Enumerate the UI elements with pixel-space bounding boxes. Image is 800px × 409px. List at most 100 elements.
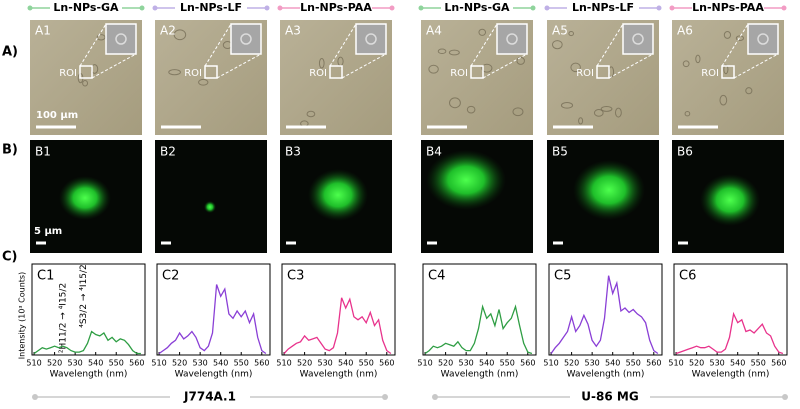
cell-shape bbox=[735, 35, 745, 42]
fluorescence-image bbox=[155, 140, 267, 253]
header-dot bbox=[27, 5, 33, 11]
fluorescence-glow bbox=[573, 160, 645, 220]
zoom-line bbox=[341, 53, 387, 79]
fluorescence-glow bbox=[59, 176, 111, 220]
row-label: B) bbox=[2, 143, 18, 158]
cell-shape bbox=[168, 69, 181, 76]
roi-box bbox=[596, 65, 610, 79]
x-tick-label: 560 bbox=[379, 359, 394, 368]
cell-shape bbox=[82, 80, 89, 87]
cell-shape bbox=[449, 97, 461, 109]
header-dot bbox=[544, 5, 550, 11]
cell-shape bbox=[478, 28, 487, 36]
cell-shape bbox=[593, 108, 604, 117]
zoom-line bbox=[596, 23, 624, 67]
cell-shape bbox=[682, 60, 690, 68]
cell-line-label: U-86 MG bbox=[581, 390, 638, 404]
roi-label: ROI bbox=[309, 68, 327, 79]
inset-cell bbox=[757, 33, 769, 45]
group-dot bbox=[432, 394, 438, 400]
y-axis-label: Intensity (10³ Counts) bbox=[18, 272, 27, 359]
plot-frame bbox=[156, 263, 271, 356]
x-tick-label: 560 bbox=[129, 359, 144, 368]
panel-label: A4 bbox=[426, 24, 442, 38]
cell-shape bbox=[695, 54, 701, 64]
x-tick-label: 520 bbox=[564, 359, 579, 368]
header-label: Ln-NPs-LF bbox=[180, 1, 242, 14]
plot-frame bbox=[673, 263, 788, 356]
zoom-line bbox=[329, 23, 357, 67]
roi-label: ROI bbox=[184, 68, 202, 79]
header-dot bbox=[139, 5, 145, 11]
x-tick-label: 520 bbox=[297, 359, 312, 368]
panel-label: A1 bbox=[35, 24, 51, 38]
cell-shape bbox=[684, 110, 691, 117]
header-label: Ln-NPs-LF bbox=[572, 1, 634, 14]
x-tick-label: 510 bbox=[668, 359, 683, 368]
plot-frame bbox=[31, 263, 146, 356]
roi-label: ROI bbox=[701, 68, 719, 79]
header-dot bbox=[418, 5, 424, 11]
cell-shape bbox=[512, 107, 524, 117]
roi-label: ROI bbox=[450, 68, 468, 79]
header-dot bbox=[656, 5, 662, 11]
spectrum-line bbox=[675, 311, 784, 355]
header-label: Ln-NPs-GA bbox=[53, 1, 119, 14]
cell-shape bbox=[466, 105, 476, 114]
plot-frame bbox=[422, 263, 537, 356]
panel-label: A6 bbox=[677, 24, 693, 38]
x-tick-label: 530 bbox=[459, 359, 474, 368]
x-tick-label: 550 bbox=[234, 359, 249, 368]
roi-box bbox=[204, 65, 218, 79]
transition-annotation: ⁴S3/2 → ⁴I15/2 bbox=[79, 264, 89, 328]
header-label: Ln-NPs-PAA bbox=[692, 1, 764, 14]
x-tick-label: 510 bbox=[276, 359, 291, 368]
x-tick-label: 520 bbox=[689, 359, 704, 368]
scale-bar-label: 100 µm bbox=[36, 110, 78, 121]
inset-image bbox=[747, 23, 779, 55]
panel-label: B4 bbox=[426, 145, 442, 159]
x-tick-label: 510 bbox=[543, 359, 558, 368]
panel-label: B1 bbox=[35, 145, 51, 159]
cell-shape bbox=[723, 64, 729, 75]
x-tick-label: 530 bbox=[710, 359, 725, 368]
x-tick-label: 510 bbox=[151, 359, 166, 368]
group-dot bbox=[32, 394, 38, 400]
inset-image bbox=[355, 23, 387, 55]
panel-label: A3 bbox=[285, 24, 301, 38]
x-tick-label: 510 bbox=[26, 359, 41, 368]
inset-cell bbox=[632, 33, 644, 45]
header-label: Ln-NPs-PAA bbox=[300, 1, 372, 14]
zoom-line bbox=[721, 23, 749, 67]
x-tick-label: 550 bbox=[626, 359, 641, 368]
header-dot bbox=[781, 5, 787, 11]
x-tick-label: 560 bbox=[646, 359, 661, 368]
zoom-line bbox=[470, 23, 498, 67]
x-tick-label: 550 bbox=[359, 359, 374, 368]
x-tick-label: 550 bbox=[109, 359, 124, 368]
panel-label: B6 bbox=[677, 145, 693, 159]
cell-shape bbox=[600, 105, 613, 112]
scale-bar-label: 5 µm bbox=[34, 226, 62, 237]
inset-cell bbox=[240, 33, 252, 45]
cell-shape bbox=[578, 117, 584, 125]
x-tick-label: 510 bbox=[417, 359, 432, 368]
row-label: C) bbox=[2, 250, 17, 265]
zoom-line bbox=[608, 53, 654, 79]
spectrum-line bbox=[33, 330, 141, 355]
panel-label: B5 bbox=[552, 145, 568, 159]
x-tick-label: 540 bbox=[479, 359, 494, 368]
panel-label: B2 bbox=[160, 145, 176, 159]
transition-annotation: ²H11/2 → ⁴I15/2 bbox=[58, 283, 68, 353]
header-dot bbox=[264, 5, 270, 11]
x-axis-label: Wavelength (nm) bbox=[175, 370, 253, 380]
plot-frame bbox=[281, 263, 396, 356]
x-tick-label: 540 bbox=[213, 359, 228, 368]
roi-box bbox=[470, 65, 484, 79]
inset-cell bbox=[115, 33, 127, 45]
spectrum-line bbox=[550, 275, 659, 355]
roi-label: ROI bbox=[576, 68, 594, 79]
header-dot bbox=[530, 5, 536, 11]
cell-shape bbox=[723, 30, 732, 39]
